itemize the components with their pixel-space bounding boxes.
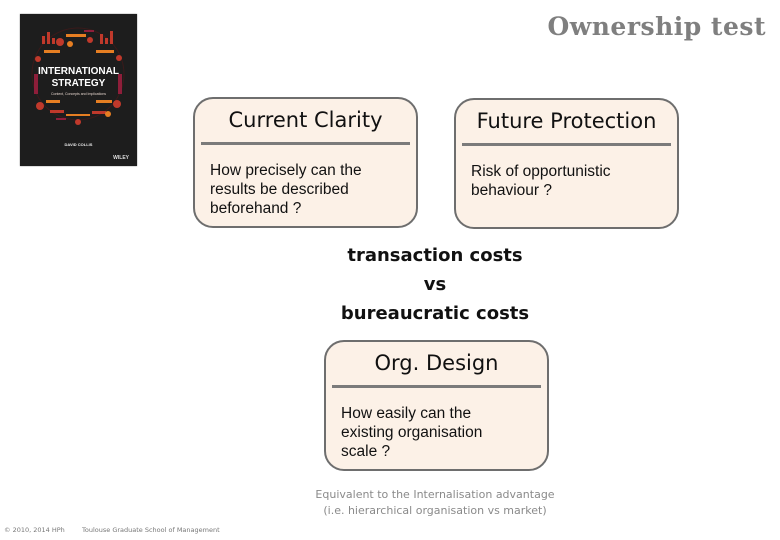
- note-line2: (i.e. hierarchical organisation vs marke…: [323, 504, 547, 517]
- footer-copyright: © 2010, 2014 HPh: [4, 526, 65, 534]
- book-subtitle: Context, Concepts and Implications: [50, 92, 107, 96]
- footer-school: Toulouse Graduate School of Management: [82, 526, 220, 534]
- comparison-bureaucratic-costs: bureaucratic costs: [340, 303, 530, 324]
- card-divider: [201, 142, 410, 145]
- current-clarity-card: Current Clarity How precisely can the re…: [193, 97, 418, 228]
- card-heading: Org. Design: [374, 351, 499, 375]
- book-cover-image: INTERNATIONAL STRATEGY Context, Concepts…: [20, 14, 137, 166]
- card-divider: [462, 143, 671, 146]
- comparison-transaction-costs: transaction costs: [347, 245, 523, 266]
- org-design-card: Org. Design How easily can the existing …: [324, 340, 549, 471]
- note-line1: Equivalent to the Internalisation advant…: [315, 488, 555, 501]
- book-cover-artwork: [31, 27, 125, 125]
- book-title-line2: STRATEGY: [51, 78, 106, 89]
- comparison-vs: vs: [423, 274, 447, 295]
- future-protection-card: Future Protection Risk of opportunistic …: [454, 98, 679, 229]
- card-body: Risk of opportunistic behaviour ?: [471, 163, 611, 199]
- slide-title: Ownership test: [547, 12, 766, 41]
- book-author: DAVID COLLIS: [64, 142, 93, 147]
- card-heading: Current Clarity: [228, 108, 383, 132]
- card-body: How easily can the existing organisation…: [341, 405, 483, 460]
- book-publisher: WILEY: [113, 155, 129, 161]
- card-body: How precisely can the results be describ…: [210, 162, 362, 217]
- book-title-line1: INTERNATIONAL: [38, 66, 119, 77]
- card-divider: [332, 385, 541, 388]
- card-heading: Future Protection: [476, 109, 657, 133]
